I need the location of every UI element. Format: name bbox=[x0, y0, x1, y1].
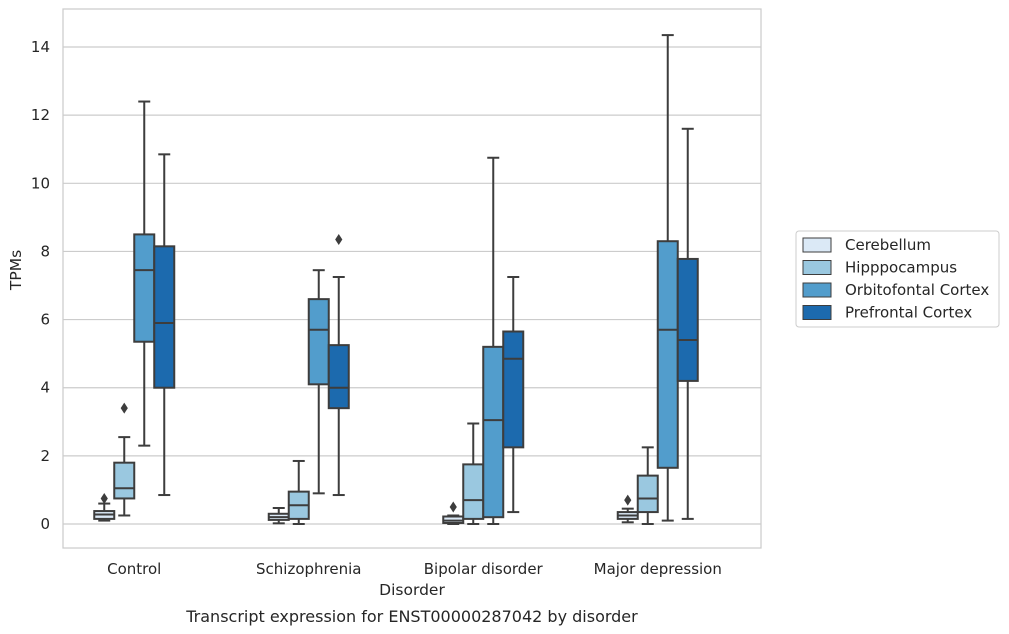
box-cerebellum bbox=[616, 494, 639, 524]
y-axis-ticks: 0 2 4 6 8 10 12 14 bbox=[31, 38, 50, 533]
box-body bbox=[153, 245, 176, 389]
box-orbitofontal-cortex bbox=[307, 269, 330, 495]
box-body bbox=[482, 345, 505, 519]
y-tick-label: 12 bbox=[31, 106, 50, 124]
legend-label: Hipppocampus bbox=[845, 259, 957, 277]
y-tick-label: 0 bbox=[40, 515, 50, 533]
box-prefrontal-cortex bbox=[153, 153, 176, 497]
chart-caption: Transcript expression for ENST0000028704… bbox=[185, 607, 638, 626]
x-axis-ticks: Control Schizophrenia Bipolar disorder Majo… bbox=[107, 560, 722, 578]
box-body bbox=[462, 463, 485, 520]
y-axis-title: TPMs bbox=[7, 250, 25, 291]
box-cerebellum bbox=[93, 492, 116, 522]
legend-label: Orbitofontal Cortex bbox=[845, 281, 989, 299]
box-body bbox=[307, 298, 330, 386]
box-orbitofontal-cortex bbox=[482, 156, 505, 525]
legend-swatch bbox=[802, 282, 832, 298]
legend-swatch bbox=[802, 305, 832, 320]
outlier-point bbox=[449, 501, 457, 513]
plot-frame bbox=[62, 8, 762, 549]
x-tick-label: Bipolar disorder bbox=[424, 560, 544, 578]
box-cerebellum bbox=[267, 506, 290, 525]
y-tick-label: 4 bbox=[40, 379, 50, 397]
y-tick-label: 14 bbox=[31, 38, 50, 56]
legend-label: Cerebellum bbox=[845, 236, 931, 254]
y-tick-label: 8 bbox=[40, 242, 50, 260]
x-axis-title: Disorder bbox=[379, 581, 445, 599]
box-body bbox=[656, 240, 679, 469]
box-body bbox=[133, 233, 156, 343]
outlier-point bbox=[624, 494, 632, 506]
outlier-point bbox=[335, 234, 343, 246]
boxes bbox=[93, 34, 699, 525]
legend-frame bbox=[795, 230, 1000, 328]
box-prefrontal-cortex bbox=[327, 234, 350, 497]
box-body bbox=[113, 461, 136, 500]
box-body bbox=[327, 344, 350, 410]
grid-lines bbox=[63, 46, 761, 525]
box-hipppocampus bbox=[636, 446, 659, 525]
box-body bbox=[636, 474, 659, 514]
y-tick-label: 6 bbox=[40, 311, 50, 329]
box-hipppocampus bbox=[113, 402, 136, 517]
x-tick-label: Schizophrenia bbox=[256, 560, 361, 578]
box-orbitofontal-cortex bbox=[133, 100, 156, 447]
box-body bbox=[502, 330, 525, 449]
box-prefrontal-cortex bbox=[676, 127, 699, 520]
legend-label: Prefrontal Cortex bbox=[845, 304, 972, 322]
box-prefrontal-cortex bbox=[502, 275, 525, 514]
legend-swatch bbox=[802, 237, 832, 253]
legend-swatch bbox=[802, 260, 832, 275]
outlier-point bbox=[100, 492, 108, 504]
x-tick-label: Major depression bbox=[594, 560, 722, 578]
box-body bbox=[676, 257, 699, 382]
outlier-point bbox=[120, 402, 128, 414]
legend: Cerebellum Hipppocampus Orbitofontal Corte… bbox=[795, 230, 1000, 328]
x-tick-label: Control bbox=[107, 560, 161, 578]
y-tick-label: 2 bbox=[40, 447, 50, 465]
plot-area bbox=[63, 9, 761, 548]
box-cerebellum bbox=[442, 501, 465, 525]
y-tick-label: 10 bbox=[31, 174, 50, 192]
box-hipppocampus bbox=[287, 459, 310, 525]
